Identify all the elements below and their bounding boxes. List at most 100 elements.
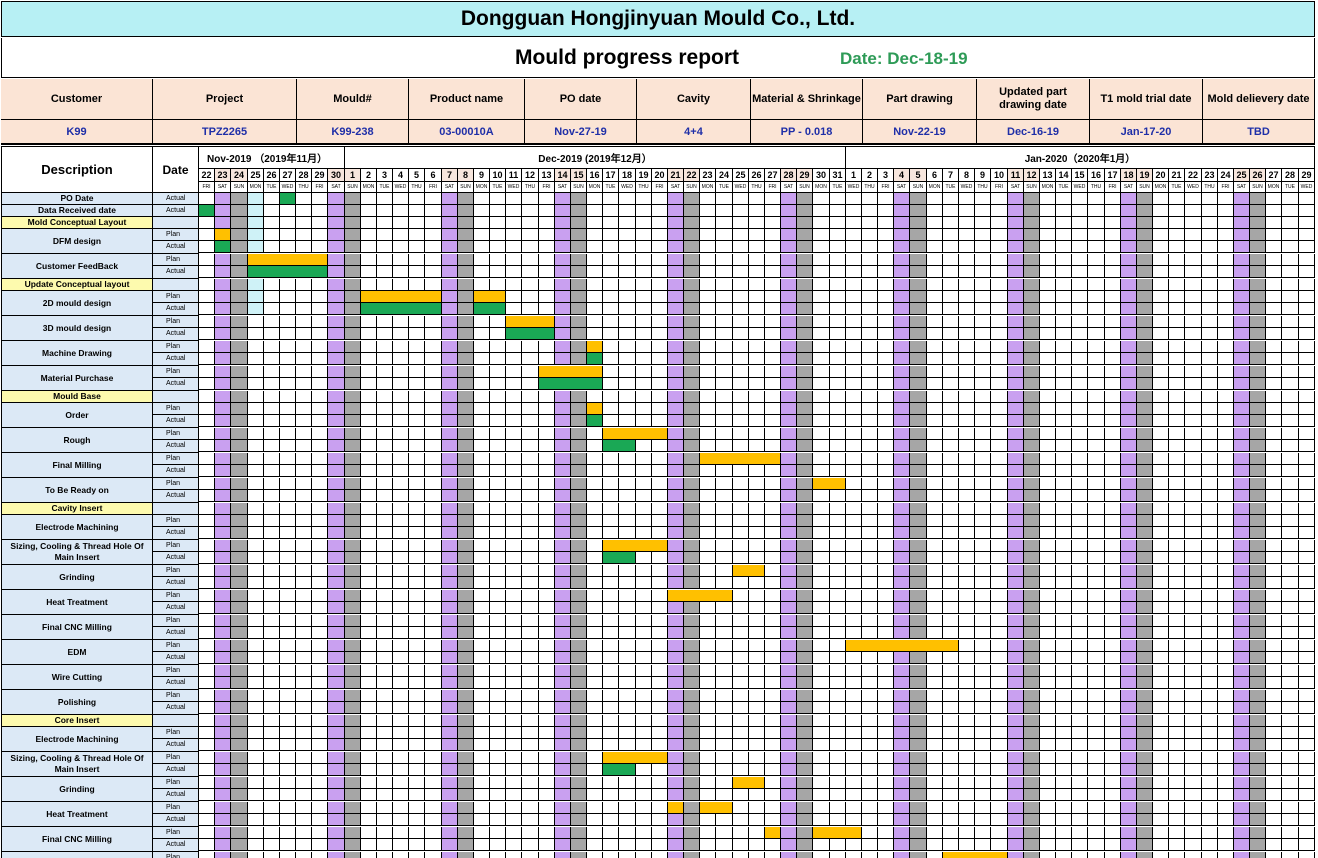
day-number: 23	[700, 169, 716, 182]
day-cell	[668, 789, 684, 801]
day-cell	[539, 852, 555, 858]
day-cell	[846, 527, 862, 539]
day-cell	[652, 453, 668, 465]
day-cell	[231, 403, 248, 415]
day-cell	[215, 727, 231, 739]
day-cell	[1137, 827, 1153, 839]
day-cell	[1266, 366, 1282, 378]
day-number: 27	[765, 169, 781, 182]
day-cell	[1153, 403, 1169, 415]
day-cell	[1266, 478, 1282, 490]
day-cell	[684, 291, 700, 303]
day-cell	[1088, 353, 1105, 365]
day-cell	[1266, 303, 1282, 315]
day-cell	[830, 852, 846, 858]
day-cell	[458, 378, 474, 390]
day-number: 15	[571, 169, 587, 182]
day-cell	[797, 490, 813, 502]
day-cell	[894, 279, 910, 291]
day-cell	[943, 690, 959, 702]
day-cell	[668, 266, 684, 278]
day-cell	[1088, 690, 1105, 702]
day-cell	[409, 789, 425, 801]
day-cell	[506, 577, 522, 589]
day-cell	[862, 403, 878, 415]
day-cell	[1008, 627, 1024, 639]
day-cell	[490, 366, 506, 378]
day-cell	[652, 205, 668, 217]
day-cell	[1299, 777, 1315, 789]
day-cell	[458, 802, 474, 814]
day-cell	[1153, 540, 1169, 552]
day-cell	[813, 465, 830, 477]
day-cell	[1202, 217, 1218, 229]
day-cell	[1153, 366, 1169, 378]
day-cell	[442, 802, 458, 814]
day-cell	[862, 415, 878, 427]
day-cell	[619, 193, 636, 205]
day-number: 28	[781, 169, 797, 182]
day-cell	[1105, 465, 1121, 477]
day-cell	[539, 777, 555, 789]
day-cell	[377, 217, 393, 229]
day-cell	[1169, 366, 1185, 378]
day-cell	[991, 353, 1008, 365]
weekday-label: SUN	[1137, 182, 1153, 193]
day-cell	[636, 490, 652, 502]
day-cell	[1121, 254, 1137, 266]
day-cell	[1137, 303, 1153, 315]
day-cell	[878, 378, 894, 390]
day-cell	[425, 727, 442, 739]
day-cell	[1056, 353, 1072, 365]
day-cell	[927, 715, 943, 727]
day-cell	[1088, 540, 1105, 552]
day-cell	[425, 490, 442, 502]
day-cell	[927, 839, 943, 851]
day-cell	[636, 702, 652, 714]
day-cell	[231, 291, 248, 303]
day-cell	[1250, 378, 1266, 390]
day-cell	[1185, 415, 1202, 427]
day-cell	[522, 652, 539, 664]
day-cell	[813, 527, 830, 539]
day-cell	[425, 739, 442, 751]
day-cell	[943, 205, 959, 217]
day-cell	[781, 366, 797, 378]
day-cell	[1088, 217, 1105, 229]
day-cell	[1072, 316, 1088, 328]
day-cell	[409, 527, 425, 539]
day-cell	[830, 540, 846, 552]
day-cell	[1137, 802, 1153, 814]
day-cell	[716, 428, 733, 440]
day-cell	[797, 702, 813, 714]
day-cell	[668, 415, 684, 427]
day-cell	[490, 565, 506, 577]
day-cell	[619, 328, 636, 340]
day-cell	[668, 565, 684, 577]
day-cell	[361, 341, 377, 353]
day-cell	[652, 478, 668, 490]
day-cell	[506, 615, 522, 627]
day-cell	[490, 827, 506, 839]
delivery-header: Mold delievery date	[1203, 79, 1315, 120]
actual-bar	[603, 764, 636, 776]
day-cell	[555, 839, 571, 851]
day-cell	[1153, 279, 1169, 291]
day-cell	[1088, 391, 1105, 403]
day-cell	[830, 279, 846, 291]
day-cell	[393, 217, 409, 229]
day-cell	[199, 540, 215, 552]
day-cell	[1121, 453, 1137, 465]
day-cell	[1072, 527, 1088, 539]
actual-label: Actual	[153, 627, 199, 640]
day-cell	[458, 391, 474, 403]
day-cell	[1153, 378, 1169, 390]
day-cell	[1169, 403, 1185, 415]
day-cell	[716, 527, 733, 539]
day-cell	[361, 827, 377, 839]
day-cell	[765, 602, 781, 614]
day-cell	[215, 677, 231, 689]
day-cell	[1218, 391, 1234, 403]
day-cell	[1056, 577, 1072, 589]
day-cell	[361, 328, 377, 340]
